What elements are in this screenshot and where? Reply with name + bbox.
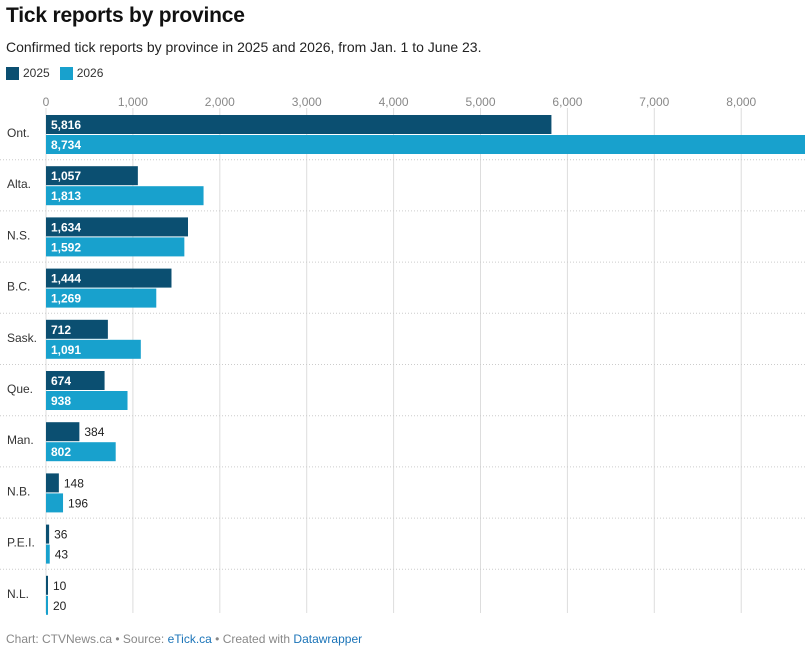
footer-prefix: Chart: CTVNews.ca • Source:	[6, 632, 168, 646]
bar-2026	[46, 442, 116, 462]
category-label: N.B.	[7, 484, 30, 498]
data-label: 712	[51, 323, 71, 337]
data-label: 1,057	[51, 169, 81, 183]
data-label: 1,269	[51, 292, 81, 306]
chart-title: Tick reports by province	[6, 4, 245, 27]
x-tick-label: 5,000	[465, 95, 495, 109]
bar-2025	[46, 473, 59, 493]
chart-footer: Chart: CTVNews.ca • Source: eTick.ca • C…	[6, 632, 362, 646]
data-label: 5,816	[51, 118, 81, 132]
x-tick-label: 1,000	[118, 95, 148, 109]
x-tick-label: 2,000	[205, 95, 235, 109]
category-label: Ont.	[7, 126, 30, 140]
data-label: 384	[84, 425, 104, 439]
legend-item-2026: 2026	[59, 66, 104, 80]
data-label: 10	[53, 579, 67, 593]
data-label: 8,734	[51, 138, 81, 152]
bar-2026	[46, 595, 48, 615]
legend-label-2026: 2026	[76, 66, 104, 80]
legend-label-2025: 2025	[23, 66, 50, 80]
data-label: 43	[55, 548, 69, 562]
category-label: P.E.I.	[7, 536, 35, 550]
datawrapper-link[interactable]: Datawrapper	[293, 632, 363, 646]
bar-chart: 0 1,000 2,000 3,000 4,000 5,000 6,000 7,000 8,00…	[0, 95, 805, 615]
data-label: 1,813	[51, 189, 81, 203]
data-label: 802	[51, 445, 71, 459]
x-tick-label: 7,000	[639, 95, 669, 109]
bar-2025	[46, 524, 50, 544]
category-label: Man.	[7, 433, 34, 447]
x-tick-label: 3,000	[292, 95, 322, 109]
data-label: 674	[51, 374, 71, 388]
bar-2026	[46, 135, 805, 154]
category-label: Que.	[7, 382, 33, 396]
bar-2025	[46, 115, 552, 134]
data-label: 1,091	[51, 343, 81, 357]
bar-2025	[46, 319, 108, 339]
data-label: 36	[54, 528, 68, 542]
data-label: 1,634	[51, 220, 81, 234]
data-label: 20	[53, 599, 67, 613]
bar-2025	[46, 422, 80, 442]
bar-2025	[46, 575, 48, 595]
x-tick-label: 4,000	[379, 95, 409, 109]
legend-swatch-2026	[59, 66, 73, 80]
bar-2026	[46, 186, 204, 206]
bar-2026	[46, 237, 185, 257]
data-label: 938	[51, 394, 71, 408]
x-tick-label: 0	[43, 95, 50, 109]
bar-2025	[46, 217, 188, 237]
legend-item-2025: 2025	[6, 66, 50, 80]
category-label: Sask.	[7, 331, 37, 345]
category-label: N.L.	[7, 587, 29, 601]
bar-2026	[46, 339, 141, 359]
category-label: Alta.	[7, 177, 31, 191]
data-label: 1,592	[51, 240, 81, 254]
bar-2025	[46, 268, 172, 288]
category-label: B.C.	[7, 280, 30, 294]
bar-2026	[46, 288, 157, 308]
bar-2026	[46, 544, 50, 564]
source-link[interactable]: eTick.ca	[167, 632, 212, 646]
bar-2025	[46, 371, 105, 390]
data-label: 148	[64, 476, 84, 490]
x-tick-label: 6,000	[552, 95, 582, 109]
legend: 2025 2026	[6, 66, 113, 80]
chart-subtitle: Confirmed tick reports by province in 20…	[6, 39, 482, 55]
legend-swatch-2025	[6, 66, 19, 80]
footer-middle: • Created with	[211, 632, 294, 646]
bar-2025	[46, 166, 138, 186]
data-label: 1,444	[51, 272, 81, 286]
bar-2026	[46, 391, 128, 410]
bar-2026	[46, 493, 64, 513]
x-tick-label: 8,000	[726, 95, 756, 109]
data-label: 196	[68, 496, 88, 510]
category-label: N.S.	[7, 228, 30, 242]
